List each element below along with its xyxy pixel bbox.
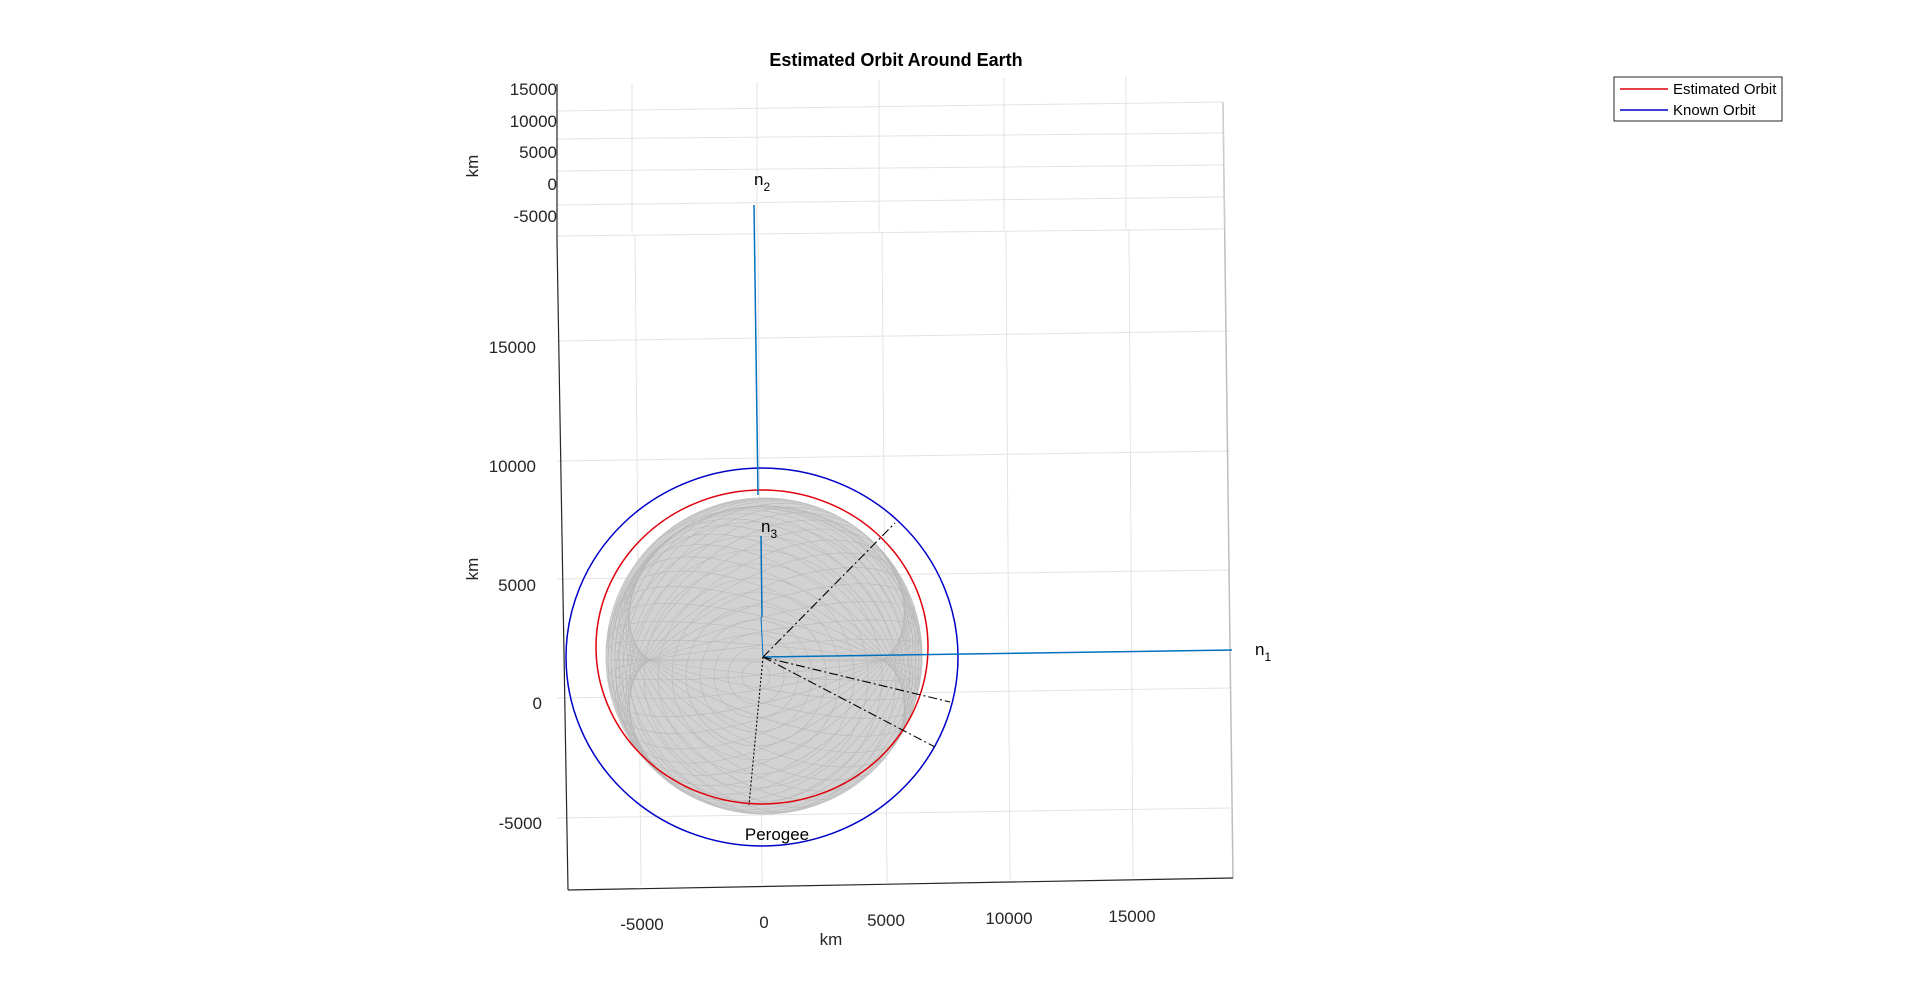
tick-label: 15000 — [489, 338, 536, 357]
reference-vectors — [753, 204, 1233, 658]
perigee-label: Perogee — [745, 825, 809, 844]
tick-label: 10000 — [489, 457, 536, 476]
earth-parallel — [606, 507, 922, 814]
estimated-orbit-line — [595, 489, 929, 805]
earth-sphere — [605, 497, 923, 815]
tick-label: 15000 — [510, 80, 557, 99]
tick-label: 0 — [533, 694, 542, 713]
tick-label: 5000 — [519, 143, 557, 162]
vector-labels: n1 n2 n3 — [754, 170, 1271, 664]
n3-label: n3 — [761, 517, 777, 541]
back-wall-grid — [556, 76, 1224, 237]
earth-parallel — [615, 535, 897, 814]
n2-vector — [753, 204, 759, 496]
legend-label-estimated: Estimated Orbit — [1673, 81, 1777, 98]
y-axis-label: km — [463, 558, 482, 581]
earth-parallel — [606, 521, 911, 814]
earth-parallel — [713, 633, 799, 719]
tick-label: -5000 — [514, 207, 557, 226]
earth-parallel — [727, 647, 785, 705]
earth-parallel — [671, 591, 841, 761]
tick-label: -5000 — [620, 915, 663, 934]
earth-parallel — [657, 577, 855, 775]
n1-label: n1 — [1255, 640, 1271, 664]
earth-parallel — [685, 605, 827, 747]
legend: Estimated Orbit Known Orbit — [1613, 76, 1783, 122]
tick-label: 10000 — [510, 112, 557, 131]
earth-parallel — [699, 619, 813, 733]
box-edges — [556, 84, 1234, 891]
y-tick-labels: 15000 10000 5000 0 -5000 — [489, 338, 542, 833]
n1-vector — [762, 649, 1233, 658]
tick-label: 10000 — [985, 909, 1032, 928]
known-orbit-line — [565, 467, 959, 847]
n2-label: n2 — [754, 170, 770, 194]
z-axis-label: km — [463, 155, 482, 178]
earth-parallel — [741, 661, 771, 691]
orbit-element-lines — [748, 522, 951, 806]
tick-label: 5000 — [498, 576, 536, 595]
earth-parallel — [629, 549, 883, 803]
chart-title: Estimated Orbit Around Earth — [769, 50, 1022, 70]
tick-label: 15000 — [1108, 907, 1155, 926]
x-axis-label: km — [820, 930, 843, 949]
earth-meridian — [610, 639, 922, 681]
z-tick-labels-upper: 15000 10000 5000 0 -5000 — [510, 80, 557, 226]
tick-label: 0 — [548, 175, 557, 194]
legend-label-known: Known Orbit — [1673, 102, 1756, 119]
earth-parallel — [643, 563, 869, 789]
tick-label: 5000 — [867, 911, 905, 930]
tick-label: -5000 — [499, 814, 542, 833]
earth-meridian — [610, 639, 922, 681]
x-tick-labels: -5000 0 5000 10000 15000 — [620, 907, 1155, 934]
tick-label: 0 — [759, 913, 768, 932]
n3-vector — [760, 535, 763, 618]
earth-meridian — [611, 621, 922, 701]
